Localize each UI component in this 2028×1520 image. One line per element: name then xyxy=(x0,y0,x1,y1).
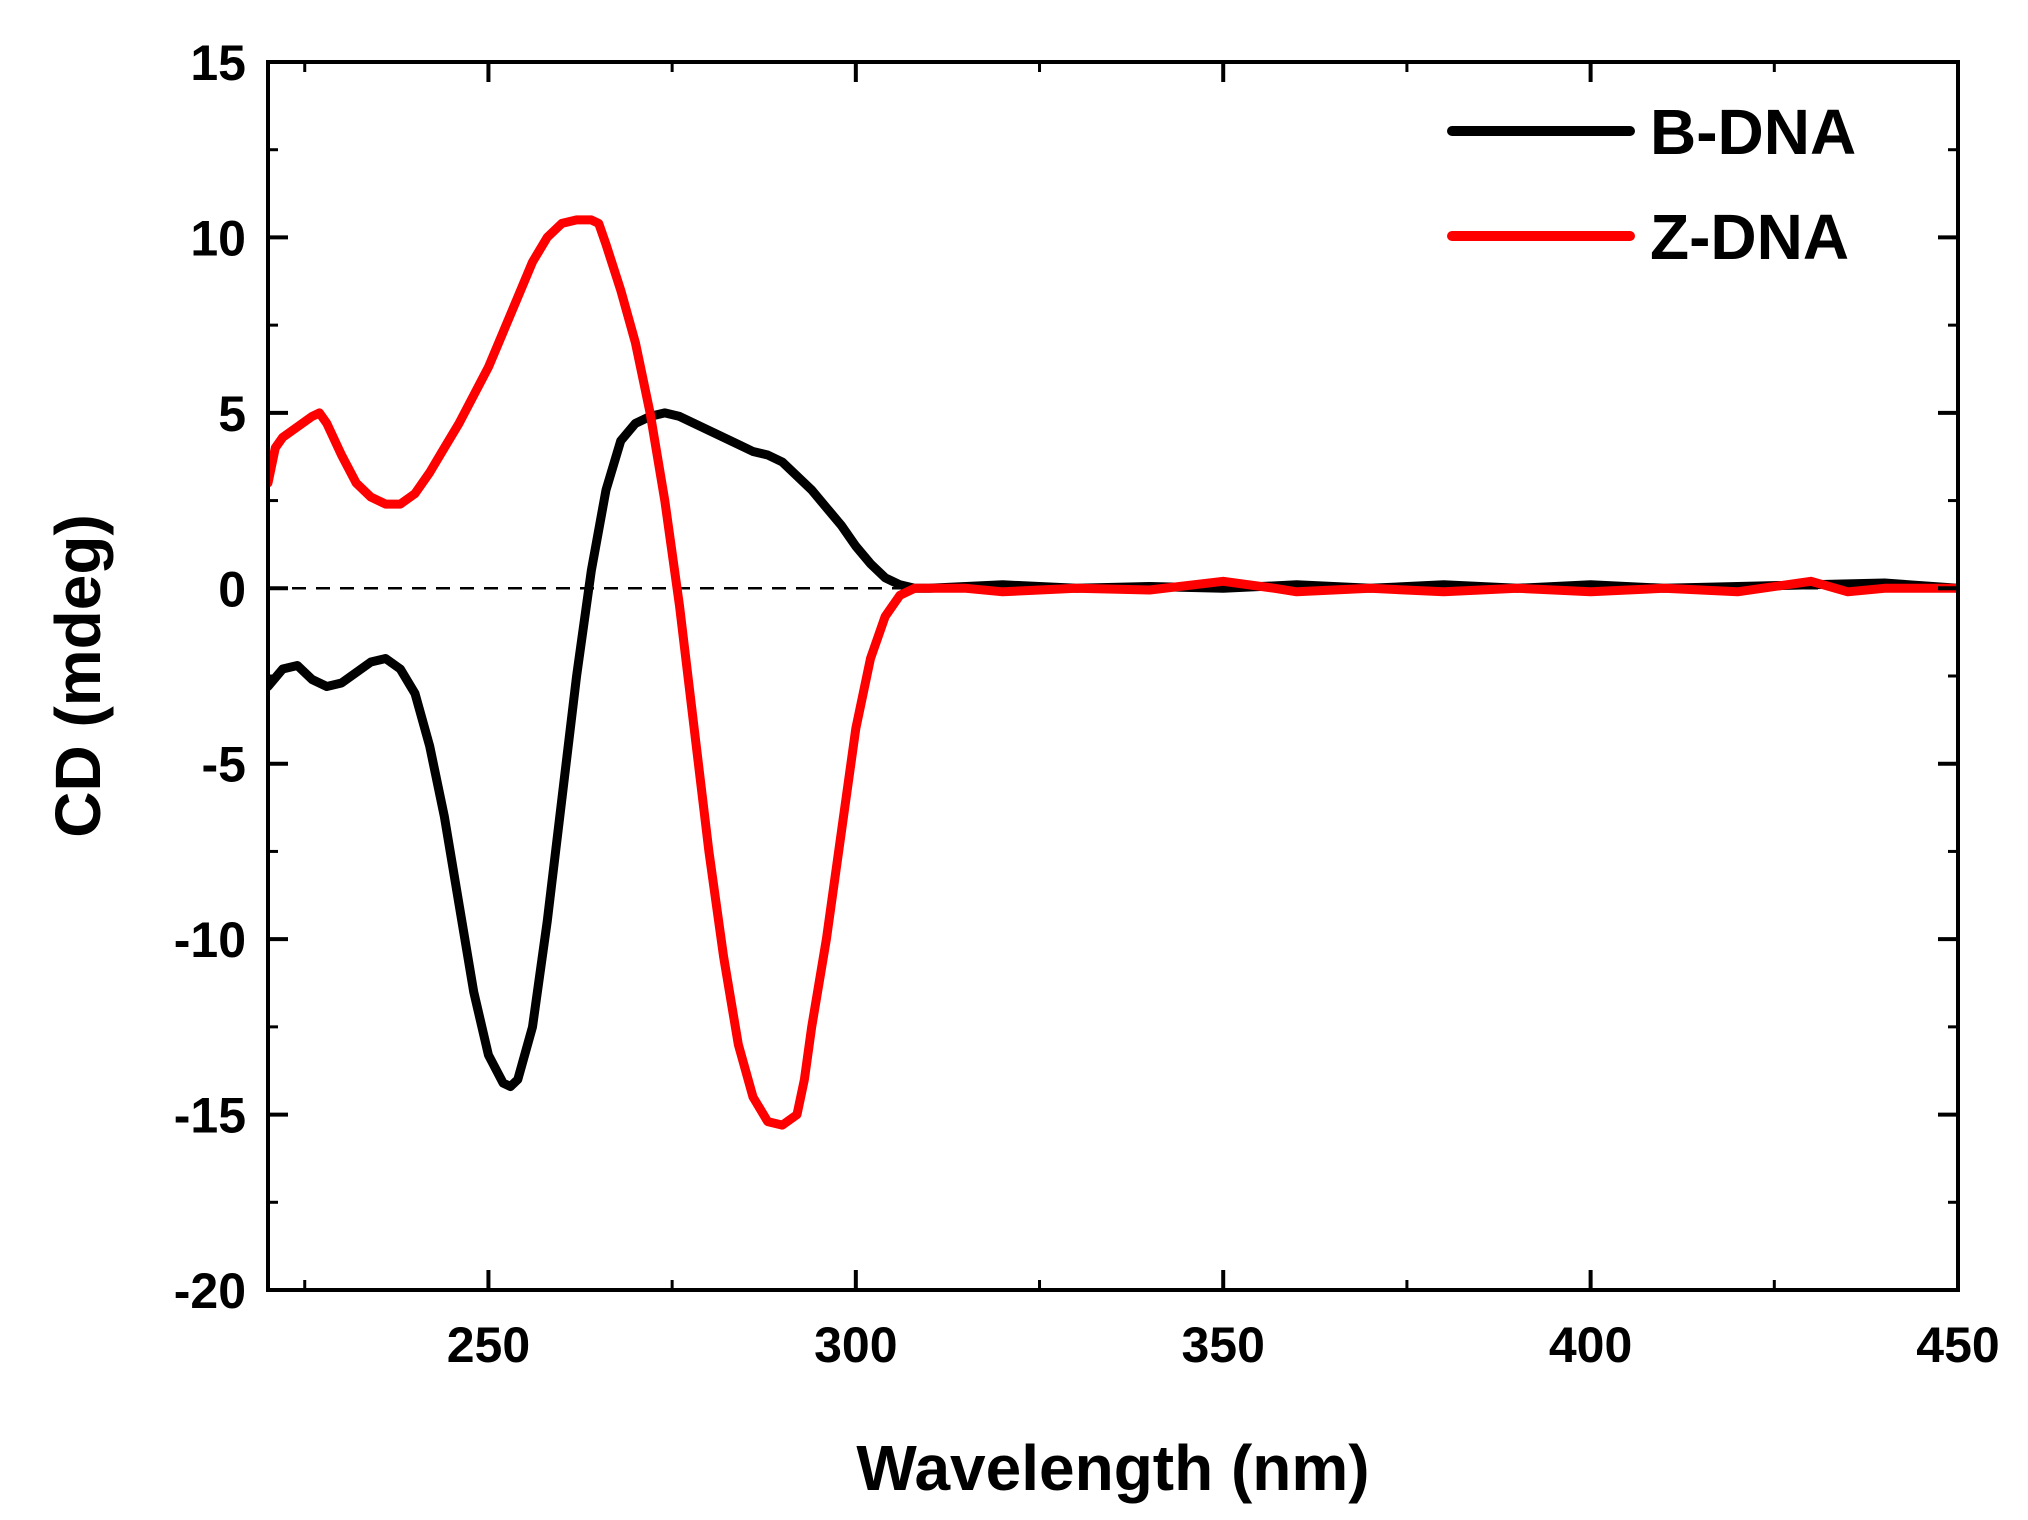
series-layer xyxy=(268,215,1958,1130)
legend: B-DNA Z-DNA xyxy=(1447,96,1856,273)
legend-label-b-dna: B-DNA xyxy=(1650,96,1856,168)
x-tick-label: 350 xyxy=(1181,1317,1264,1373)
y-tick-label: 15 xyxy=(190,35,246,91)
y-tick-label: -10 xyxy=(174,912,246,968)
tick-labels-layer: 250 300 350 400 450 -20 -15 -10 -5 0 5 10 15 xyxy=(174,35,2000,1373)
series-line-z-dna xyxy=(268,215,1958,1130)
x-tick-label: 300 xyxy=(814,1317,897,1373)
x-tick-label: 250 xyxy=(447,1317,530,1373)
x-tick-label: 400 xyxy=(1549,1317,1632,1373)
series-line-b-dna xyxy=(268,408,1958,1091)
ticks-layer xyxy=(268,60,1960,1292)
x-axis-title: Wavelength (nm) xyxy=(856,1432,1369,1504)
legend-label-z-dna: Z-DNA xyxy=(1650,201,1849,273)
y-tick-label: -15 xyxy=(174,1088,246,1144)
y-tick-label: 5 xyxy=(218,386,246,442)
y-tick-label: 0 xyxy=(218,561,246,617)
y-tick-label: 10 xyxy=(190,210,246,266)
y-axis-title: CD (mdeg) xyxy=(42,514,114,838)
x-tick-label: 450 xyxy=(1916,1317,1999,1373)
y-tick-label: -20 xyxy=(174,1263,246,1319)
y-tick-label: -5 xyxy=(202,737,246,793)
